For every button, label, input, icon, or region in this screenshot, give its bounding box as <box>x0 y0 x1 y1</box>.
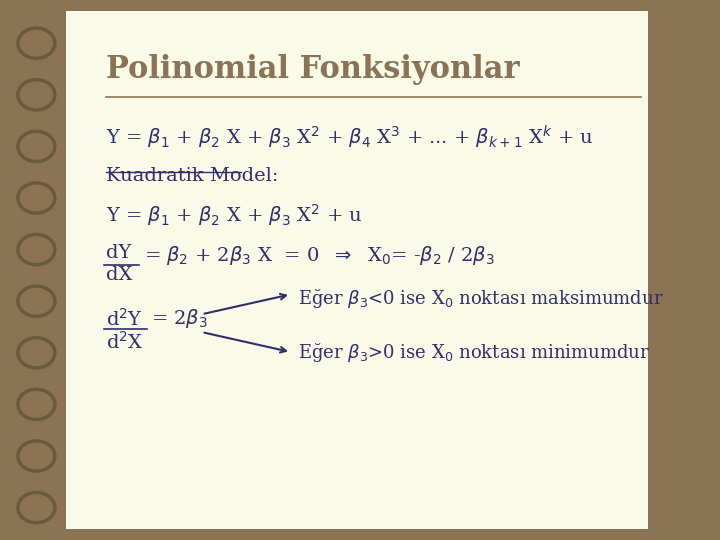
FancyBboxPatch shape <box>66 11 648 529</box>
Circle shape <box>24 240 48 259</box>
Text: d$^2$Y: d$^2$Y <box>106 308 143 330</box>
Circle shape <box>24 137 48 156</box>
Text: Polinomial Fonksiyonlar: Polinomial Fonksiyonlar <box>106 54 519 85</box>
Text: Kuadratik Model:: Kuadratik Model: <box>106 167 278 185</box>
Circle shape <box>24 498 48 517</box>
Text: d$^2$X: d$^2$X <box>106 330 143 353</box>
Text: Eğer $\beta_3$>0 ise X$_0$ noktası minimumdur: Eğer $\beta_3$>0 ise X$_0$ noktası minim… <box>297 341 649 365</box>
Circle shape <box>24 446 48 465</box>
Circle shape <box>24 85 48 105</box>
Text: Y = $\beta_1$ + $\beta_2$ X + $\beta_3$ X$^2$ + u: Y = $\beta_1$ + $\beta_2$ X + $\beta_3$ … <box>106 202 362 228</box>
Text: = 2$\beta_3$: = 2$\beta_3$ <box>150 307 207 330</box>
Circle shape <box>24 292 48 311</box>
Text: Eğer $\beta_3$<0 ise X$_0$ noktası maksimumdur: Eğer $\beta_3$<0 ise X$_0$ noktası maksi… <box>297 287 663 310</box>
Text: dY: dY <box>106 244 131 262</box>
Circle shape <box>24 395 48 414</box>
Circle shape <box>24 33 48 53</box>
Circle shape <box>24 343 48 362</box>
Text: = $\beta_2$ + 2$\beta_3$ X  = 0  $\Rightarrow$  X$_0$= -$\beta_2$ / 2$\beta_3$: = $\beta_2$ + 2$\beta_3$ X = 0 $\Rightar… <box>144 244 495 267</box>
Text: Y = $\beta_1$ + $\beta_2$ X + $\beta_3$ X$^2$ + $\beta_4$ X$^3$ + ... + $\beta_{: Y = $\beta_1$ + $\beta_2$ X + $\beta_3$ … <box>106 124 593 151</box>
Circle shape <box>24 188 48 208</box>
Text: dX: dX <box>106 266 132 284</box>
